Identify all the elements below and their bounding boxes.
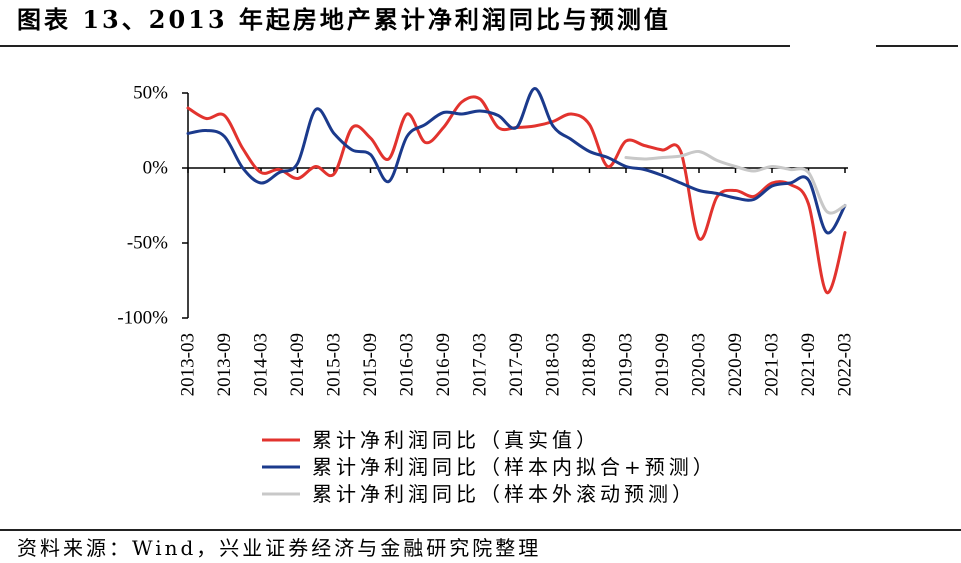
x-tick-label: 2017-03 (470, 333, 491, 396)
y-tick-label: 50% (133, 83, 168, 104)
x-tick-label: 2014-03 (251, 333, 272, 396)
x-tick-label: 2017-09 (506, 333, 527, 396)
x-tick-label: 2014-09 (287, 333, 308, 396)
title-divider (0, 45, 790, 47)
y-tick-label: -100% (117, 308, 168, 329)
series-line-in-sample-fit (186, 87, 847, 235)
legend-label: 累计净利润同比（样本外滚动预测） (312, 482, 696, 506)
series-line-out-of-sample-forecast (624, 149, 847, 215)
legend-label: 累计净利润同比（样本内拟合+预测） (312, 455, 717, 479)
x-tick-label: 2021-03 (762, 333, 783, 396)
chart-axes: 50% 0% -50% -100% 2013-03 2013-09 2014-03 2014-… (117, 83, 855, 397)
x-tick-label: 2018-09 (579, 333, 600, 396)
series-line-actual (186, 95, 847, 295)
title-divider-right (876, 45, 958, 47)
legend-item: 累计净利润同比（真实值） (262, 428, 600, 452)
legend-item: 累计净利润同比（样本外滚动预测） (262, 482, 696, 506)
legend-item: 累计净利润同比（样本内拟合+预测） (262, 455, 717, 479)
chart-series (186, 87, 847, 295)
x-tick-label: 2020-03 (689, 333, 710, 396)
source-note: 资料来源：Wind，兴业证券经济与金融研究院整理 (17, 536, 542, 560)
x-tick-label: 2015-09 (360, 333, 381, 396)
x-tick-label: 2019-03 (616, 333, 637, 396)
x-tick-label: 2015-03 (324, 333, 345, 396)
y-tick-label: 0% (143, 158, 169, 179)
figure-title: 图表 13、2013 年起房地产累计净利润同比与预测值 (17, 5, 671, 34)
x-tick-label: 2022-03 (835, 333, 856, 396)
x-tick-label: 2021-09 (798, 333, 819, 396)
x-tick-label: 2019-09 (652, 333, 673, 396)
chart-legend: 累计净利润同比（真实值） 累计净利润同比（样本内拟合+预测） 累计净利润同比（样本外… (262, 428, 717, 506)
x-tick-label: 2013-03 (178, 333, 199, 396)
y-tick-label: -50% (127, 233, 168, 254)
legend-label: 累计净利润同比（真实值） (312, 428, 600, 452)
x-tick-label: 2018-03 (543, 333, 564, 396)
x-tick-label: 2013-09 (214, 333, 235, 396)
x-tick-label: 2016-09 (433, 333, 454, 396)
x-tick-label: 2016-03 (397, 333, 418, 396)
x-tick-label: 2020-09 (725, 333, 746, 396)
source-divider (0, 529, 961, 531)
